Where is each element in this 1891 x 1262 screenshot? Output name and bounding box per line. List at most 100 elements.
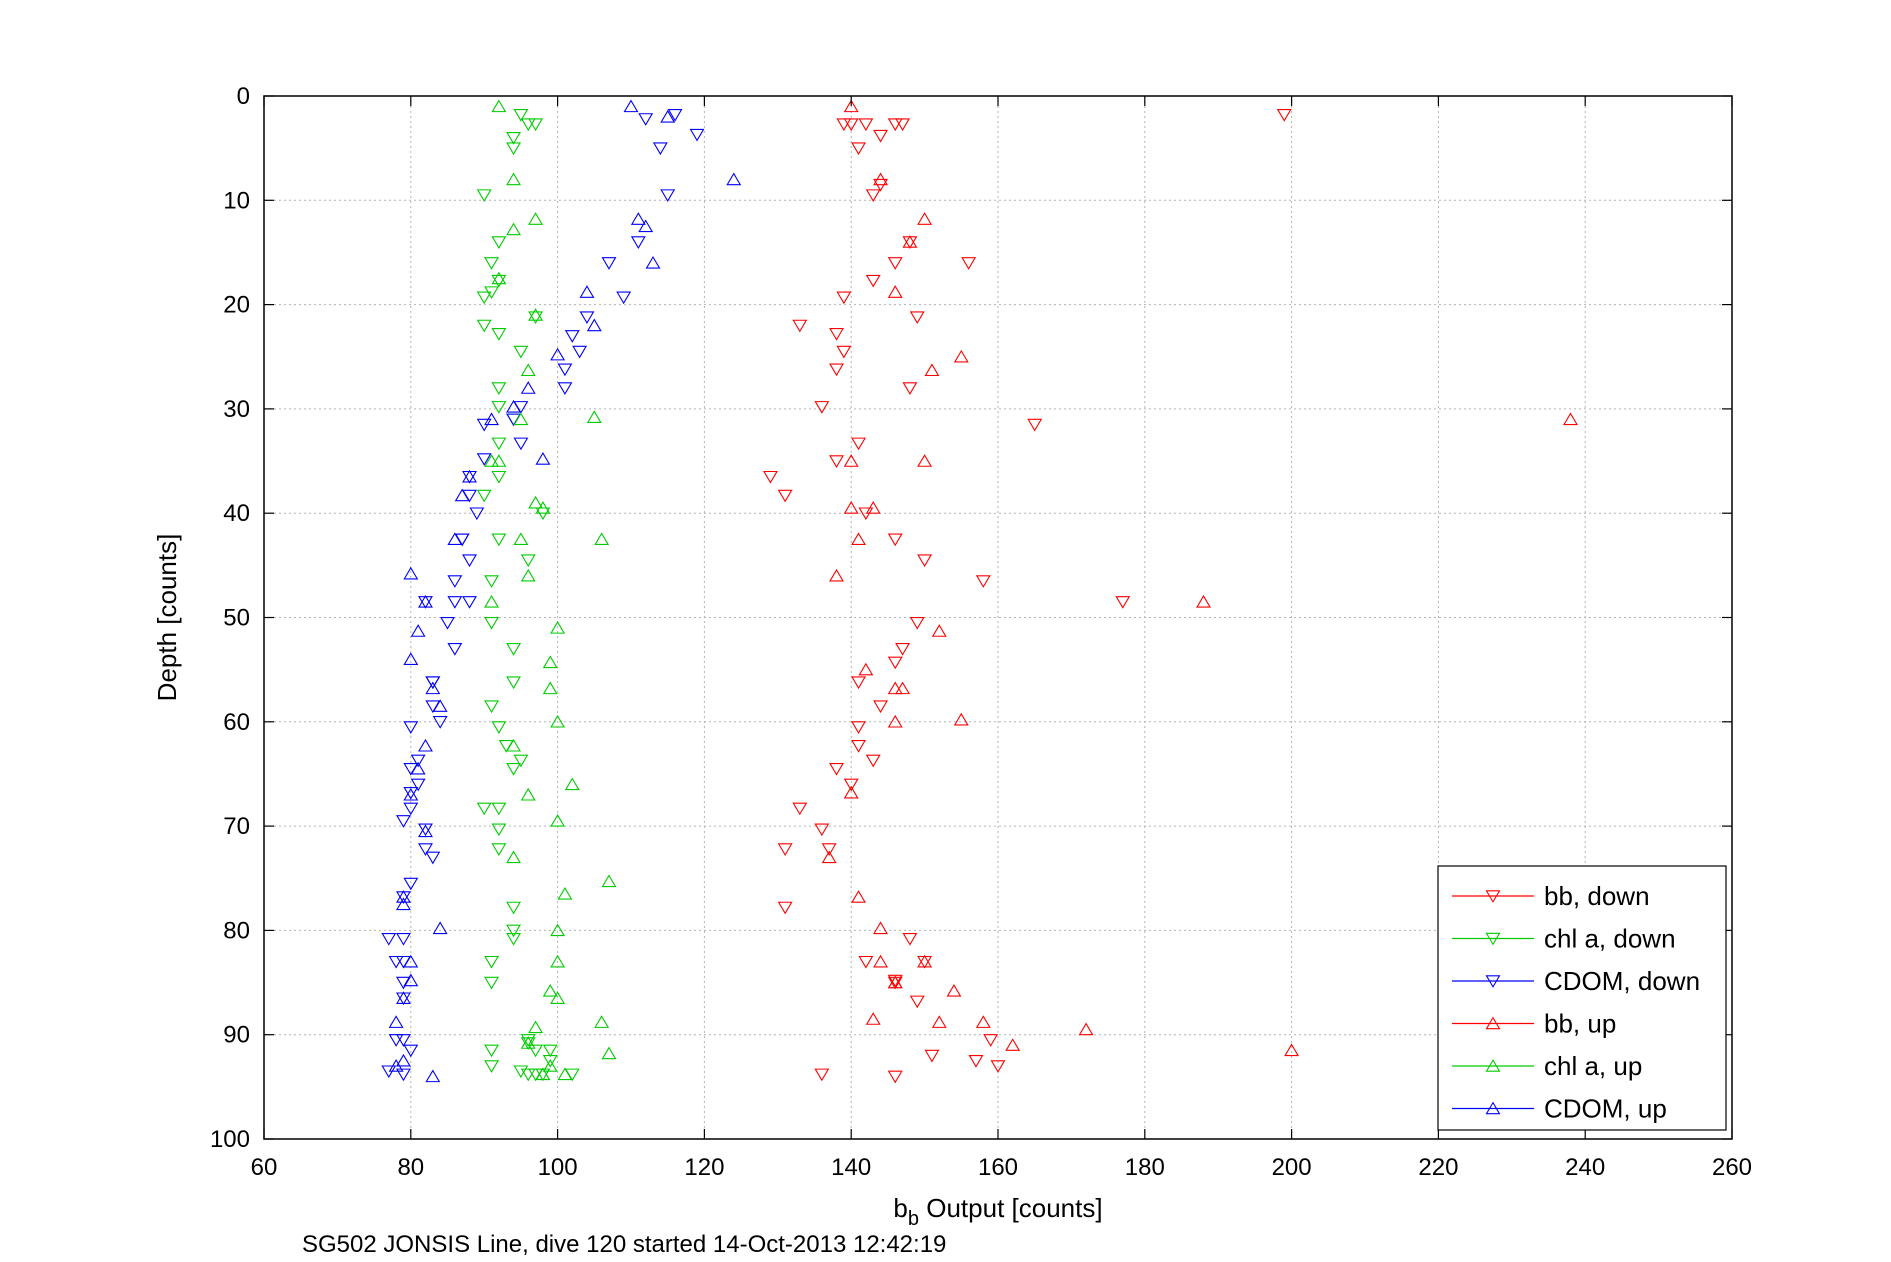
data-point xyxy=(484,575,500,588)
data-point xyxy=(506,924,522,938)
data-point xyxy=(388,1034,404,1047)
data-point xyxy=(447,575,463,588)
data-point xyxy=(586,318,602,332)
data-point xyxy=(843,454,859,467)
data-point xyxy=(542,1059,558,1072)
data-point xyxy=(1027,418,1043,432)
data-point xyxy=(484,257,500,270)
data-point xyxy=(520,1068,536,1082)
data-point xyxy=(418,824,433,838)
data-point xyxy=(638,113,654,126)
data-point xyxy=(395,815,411,828)
x-axis-label-rest: Output [counts] xyxy=(919,1193,1103,1223)
data-point xyxy=(506,643,522,656)
data-point xyxy=(586,410,602,423)
data-point xyxy=(484,1044,500,1058)
x-axis-label-subscript: b xyxy=(908,1208,919,1230)
data-point xyxy=(843,778,859,792)
data-point xyxy=(865,274,881,288)
data-point xyxy=(528,495,544,509)
data-points xyxy=(381,99,1725,1084)
y-tick-label: 60 xyxy=(223,709,250,736)
data-point xyxy=(777,843,793,856)
data-point xyxy=(462,469,477,483)
data-point xyxy=(484,700,500,714)
data-point xyxy=(660,189,676,203)
y-tick-label: 20 xyxy=(223,292,250,319)
data-point xyxy=(513,1065,529,1079)
data-point xyxy=(403,566,419,580)
data-point xyxy=(851,721,867,734)
data-point xyxy=(917,212,933,225)
legend-item: bb, up xyxy=(1452,1009,1616,1039)
data-point xyxy=(851,890,867,903)
legend-label: bb, down xyxy=(1544,881,1650,911)
data-point xyxy=(601,874,617,888)
data-point xyxy=(851,740,867,753)
data-point xyxy=(484,412,500,426)
data-point xyxy=(887,533,903,547)
legend-item: chl a, up xyxy=(1452,1051,1642,1081)
data-point xyxy=(829,455,844,468)
legend-label: CDOM, up xyxy=(1544,1094,1667,1124)
data-point xyxy=(550,620,566,634)
data-point xyxy=(623,99,639,113)
data-point xyxy=(513,345,529,359)
data-point xyxy=(851,532,867,546)
data-point xyxy=(917,954,933,968)
data-point xyxy=(829,568,844,582)
data-point xyxy=(902,382,918,395)
legend-marker xyxy=(1485,1016,1501,1030)
data-point xyxy=(395,991,411,1004)
data-point xyxy=(506,172,522,186)
chart-caption: SG502 JONSIS Line, dive 120 started 14-O… xyxy=(302,1231,946,1258)
data-point xyxy=(542,655,558,669)
data-point xyxy=(836,345,852,359)
data-point xyxy=(454,488,470,502)
legend-label: chl a, down xyxy=(1544,924,1676,954)
data-point xyxy=(432,699,448,712)
y-tick-label: 10 xyxy=(223,187,250,214)
data-point xyxy=(909,311,925,325)
y-tick-label: 30 xyxy=(223,396,250,423)
data-point xyxy=(388,955,404,969)
data-point xyxy=(418,823,433,837)
data-point xyxy=(403,973,419,987)
data-point xyxy=(520,1036,536,1049)
data-point xyxy=(484,976,500,990)
data-point xyxy=(667,109,683,122)
x-tick-label: 140 xyxy=(831,1154,871,1181)
data-point xyxy=(843,785,859,799)
data-point xyxy=(476,291,492,305)
data-point xyxy=(542,1044,558,1058)
series-4 xyxy=(484,99,617,1081)
data-point xyxy=(440,616,455,630)
data-point xyxy=(638,219,654,233)
legend-box xyxy=(1437,865,1727,1131)
legend-item: CDOM, down xyxy=(1452,966,1700,996)
data-point xyxy=(968,1055,984,1068)
data-point xyxy=(557,363,573,377)
data-point xyxy=(513,109,529,122)
data-point xyxy=(873,700,889,714)
data-point xyxy=(410,754,426,768)
data-point xyxy=(953,712,969,726)
data-point xyxy=(843,99,859,113)
legend-item: bb, down xyxy=(1452,881,1650,911)
data-point xyxy=(520,787,536,801)
data-point xyxy=(1284,1043,1300,1057)
data-point xyxy=(865,189,881,203)
data-point xyxy=(917,554,933,568)
data-point xyxy=(917,454,933,467)
data-point xyxy=(836,118,852,132)
data-point xyxy=(873,129,889,143)
data-point xyxy=(506,762,522,776)
y-tick-label: 90 xyxy=(223,1022,250,1049)
data-point xyxy=(528,212,544,225)
data-point xyxy=(432,716,448,729)
data-point xyxy=(513,754,529,768)
data-point xyxy=(403,877,419,891)
data-point xyxy=(909,616,925,630)
x-tick-label: 180 xyxy=(1125,1154,1165,1181)
data-point xyxy=(520,363,536,377)
